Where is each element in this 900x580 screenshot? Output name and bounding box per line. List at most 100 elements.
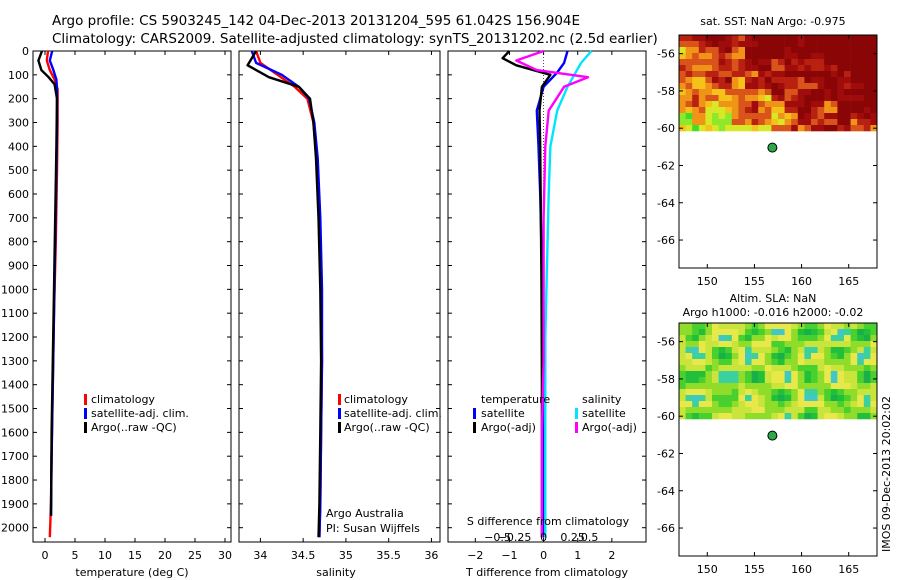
map-cell (817, 35, 825, 42)
sla-map-title: Altim. SLA: NaN (730, 292, 817, 305)
map-cell (863, 47, 871, 54)
map-cell (844, 341, 851, 348)
temperature-legend: climatology satellite-adj. clim. Argo(..… (84, 393, 189, 434)
map-cell (712, 335, 719, 342)
map-y-tick-label: -62 (657, 159, 675, 172)
map-cell (705, 59, 713, 66)
x-tick-label: 0 (42, 549, 49, 562)
map-cell (718, 365, 726, 372)
legend-label-climatology: climatology (344, 393, 408, 406)
map-cell (751, 77, 759, 84)
depth-tick-label: 500 (8, 164, 29, 177)
legend-label-satellite-clim: satellite-adj. clim. (344, 407, 442, 420)
depth-tick-label: 1800 (1, 474, 29, 487)
map-cell (685, 353, 693, 360)
map-cell (751, 59, 759, 66)
map-cell (712, 329, 719, 336)
map-cell (804, 389, 812, 396)
map-cell (804, 119, 812, 126)
map-cell (685, 77, 693, 84)
map-cell (731, 119, 739, 126)
map-cell (784, 125, 792, 132)
map-cell (784, 347, 792, 354)
map-cell (731, 77, 739, 84)
map-cell (698, 389, 706, 396)
map-cell (698, 71, 706, 78)
map-cell (725, 401, 733, 408)
difference-series (501, 49, 593, 538)
map-cell (771, 125, 779, 132)
map-cell (751, 383, 759, 390)
map-cell (738, 365, 746, 372)
map-cell (764, 389, 772, 396)
map-cell (817, 77, 825, 84)
map-cell (850, 347, 858, 354)
map-cell (850, 71, 858, 78)
map-cell (692, 407, 700, 414)
map-cell (751, 113, 759, 120)
map-cell (804, 377, 812, 384)
map-cell (725, 413, 733, 420)
map-cell (725, 329, 733, 336)
map-cell (745, 95, 752, 102)
map-cell (857, 365, 865, 372)
map-cell (857, 83, 865, 90)
map-cell (804, 353, 812, 360)
map-cell (824, 59, 832, 66)
map-cell (791, 359, 799, 366)
map-cell (844, 35, 851, 42)
map-cell (830, 407, 838, 414)
map-cell (797, 341, 805, 348)
map-cell (784, 95, 792, 102)
legend-title-salinity: salinity (582, 393, 622, 406)
map-y-tick-label: -56 (657, 336, 675, 349)
map-cell (698, 383, 706, 390)
map-cell (692, 41, 700, 48)
map-cell (679, 335, 686, 342)
map-cell (817, 89, 825, 96)
map-cell (778, 323, 785, 330)
map-cell (771, 389, 779, 396)
map-cell (791, 53, 799, 60)
map-cell (817, 71, 825, 78)
map-cell (844, 119, 851, 126)
map-cell (698, 47, 706, 54)
depth-tick-label: 900 (8, 260, 29, 273)
map-cell (817, 119, 825, 126)
map-cell (797, 41, 805, 48)
map-cell (824, 383, 832, 390)
map-cell (817, 47, 825, 54)
map-cell (692, 323, 700, 330)
map-cell (718, 407, 726, 414)
map-cell (784, 35, 792, 42)
map-cell (745, 329, 752, 336)
map-cell (824, 101, 832, 108)
map-cell (758, 125, 766, 132)
map-cell (758, 35, 766, 42)
map-cell (679, 107, 686, 114)
difference-x-axis: −2 −1 0 1 2 (467, 51, 615, 562)
map-cell (771, 347, 779, 354)
map-cell (863, 35, 871, 42)
map-cell (817, 401, 825, 408)
map-cell (738, 413, 746, 420)
legend-swatch-satellite-clim (338, 408, 341, 419)
map-cell (745, 335, 752, 342)
map-cell (758, 53, 766, 60)
map-cell (758, 119, 766, 126)
map-cell (771, 341, 779, 348)
map-cell (692, 65, 700, 72)
map-cell (725, 119, 733, 126)
map-cell (751, 371, 759, 378)
map-cell (811, 329, 818, 336)
map-cell (745, 125, 752, 132)
sla-map-axes: 150 155 160 165 -56 -58 -60 -62 -64 -66 (657, 323, 877, 576)
map-cell (857, 371, 865, 378)
map-cell (837, 413, 845, 420)
map-cell (692, 113, 700, 120)
map-cell (698, 89, 706, 96)
series-line-s-satellite (544, 50, 593, 538)
map-cell (731, 53, 739, 60)
map-cell (850, 59, 858, 66)
map-cell (745, 107, 752, 114)
